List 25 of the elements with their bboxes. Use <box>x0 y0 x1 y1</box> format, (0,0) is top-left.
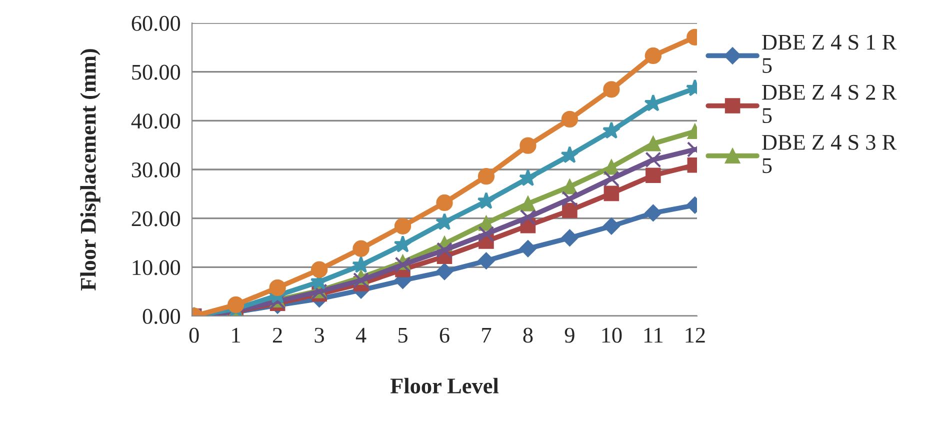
y-tick-label: 50.00 <box>132 64 180 80</box>
y-tick-label: 10.00 <box>132 260 180 276</box>
x-tick-label: 10 <box>602 328 622 343</box>
x-tick-label: 12 <box>686 328 705 343</box>
y-tick-label: 60.00 <box>132 16 180 32</box>
x-tick-label: 5 <box>398 328 408 343</box>
y-tick-label: 0.00 <box>142 308 180 324</box>
x-tick-label: 11 <box>644 328 663 343</box>
x-tick-label: 0 <box>189 328 199 343</box>
y-tick-label: 30.00 <box>132 162 180 178</box>
x-tick-label: 8 <box>523 328 533 343</box>
x-tick-label: 4 <box>356 328 366 343</box>
x-tick-label: 1 <box>232 328 240 343</box>
x-tick-label: 3 <box>314 328 324 343</box>
x-tick-label: 9 <box>564 328 574 343</box>
x-tick-label: 7 <box>482 328 492 343</box>
y-tick-label: 20.00 <box>132 211 180 226</box>
x-tick-label: 2 <box>272 328 282 343</box>
y-axis-title: Floor Displacement (mm) <box>80 49 100 290</box>
legend-label: DBE Z 4 S 1 R 5 <box>762 34 897 73</box>
x-axis-title: Floor Level <box>390 378 499 394</box>
legend-label: DBE Z 4 S 2 R 5 <box>762 84 897 124</box>
x-tick-label: 6 <box>440 328 450 343</box>
y-tick-label: 40.00 <box>131 114 180 129</box>
legend-label: DBE Z 4 S 3 R 5 <box>762 134 897 174</box>
